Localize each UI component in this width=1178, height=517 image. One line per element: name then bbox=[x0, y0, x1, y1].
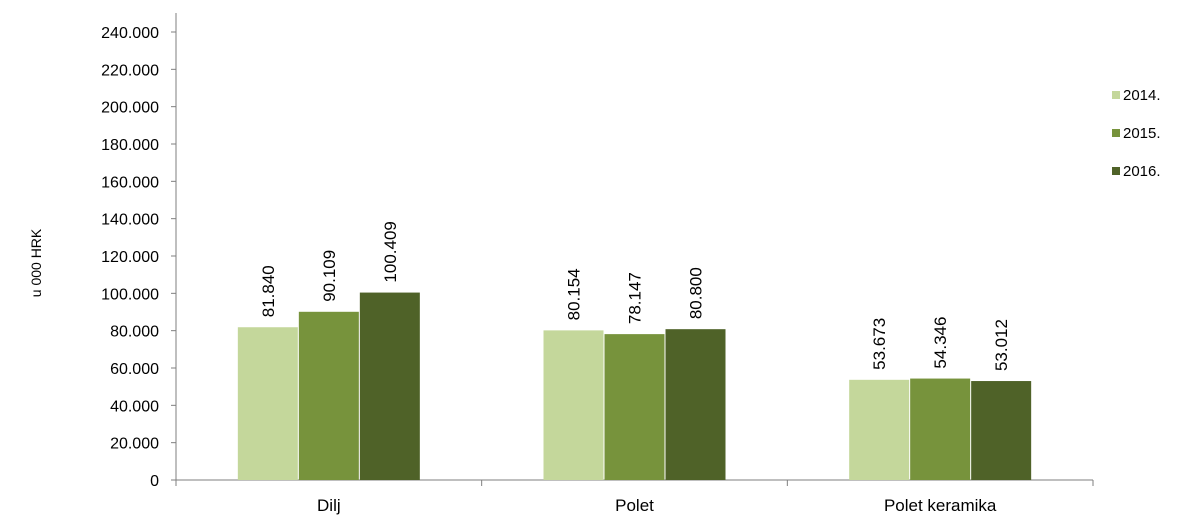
legend-label: 2016. bbox=[1123, 162, 1161, 180]
x-tick-label: Polet keramika bbox=[884, 496, 997, 515]
data-label: 53.012 bbox=[992, 319, 1011, 371]
y-tick-label: 140.000 bbox=[101, 212, 159, 229]
y-tick-label: 200.000 bbox=[101, 100, 159, 117]
y-tick-label: 180.000 bbox=[101, 137, 159, 154]
legend-swatch bbox=[1112, 91, 1120, 99]
data-label: 80.154 bbox=[565, 268, 584, 320]
legend-label: 2015. bbox=[1123, 124, 1161, 142]
y-tick-label: 160.000 bbox=[101, 174, 159, 191]
legend-swatch bbox=[1112, 167, 1120, 175]
bar bbox=[298, 311, 359, 480]
bar bbox=[849, 379, 910, 480]
y-tick-label: 20.000 bbox=[110, 436, 159, 453]
x-tick-label: Polet bbox=[615, 496, 654, 515]
legend-item: 2014. bbox=[1112, 76, 1161, 114]
x-axis: Dilj Polet Polet keramika bbox=[175, 479, 1094, 515]
bar bbox=[359, 292, 420, 480]
x-tick-label: Dilj bbox=[317, 496, 341, 515]
data-label: 90.109 bbox=[320, 250, 339, 302]
bar bbox=[665, 329, 726, 480]
bar bbox=[971, 381, 1032, 480]
y-axis: 0 20.000 40.000 60.000 80.000 100.000 120.000 1… bbox=[101, 13, 177, 490]
legend-item: 2015. bbox=[1112, 114, 1161, 152]
legend-label: 2014. bbox=[1123, 86, 1161, 104]
data-label: 53.673 bbox=[870, 318, 889, 370]
y-axis-label: u 000 HRK bbox=[28, 228, 44, 297]
y-tick-label: 100.000 bbox=[101, 286, 159, 303]
bar bbox=[237, 327, 298, 480]
y-tick-label: 220.000 bbox=[101, 62, 159, 79]
y-tick-label: 0 bbox=[150, 473, 159, 490]
data-label: 100.409 bbox=[381, 221, 400, 282]
legend-swatch bbox=[1112, 129, 1120, 137]
y-tick-label: 240.000 bbox=[101, 25, 159, 42]
legend-item: 2016. bbox=[1112, 152, 1161, 190]
data-labels: 81.840 90.109 100.409 80.154 78.147 80.800 53.… bbox=[259, 221, 1011, 371]
y-tick-label: 60.000 bbox=[110, 361, 159, 378]
y-tick-label: 120.000 bbox=[101, 249, 159, 266]
legend: 2014. 2015. 2016. bbox=[1112, 76, 1161, 190]
bars bbox=[237, 292, 1032, 480]
data-label: 78.147 bbox=[626, 272, 645, 324]
bar bbox=[543, 330, 604, 480]
data-label: 80.800 bbox=[687, 267, 706, 319]
y-tick-label: 80.000 bbox=[110, 324, 159, 341]
data-label: 81.840 bbox=[259, 265, 278, 317]
bar bbox=[604, 334, 665, 480]
y-tick-label: 40.000 bbox=[110, 398, 159, 415]
bar bbox=[910, 378, 971, 480]
data-label: 54.346 bbox=[931, 317, 950, 369]
